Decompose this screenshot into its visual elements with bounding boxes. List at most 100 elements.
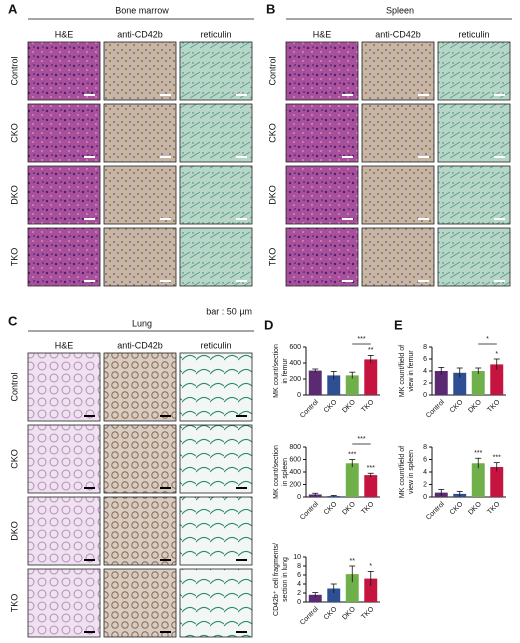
micrograph	[103, 41, 177, 101]
y-tick-label: 0	[423, 494, 427, 501]
x-tick-label: CKO	[323, 500, 339, 516]
x-tick-label: CKO	[323, 398, 339, 414]
row-label: Control	[9, 56, 19, 85]
micrograph	[361, 165, 435, 225]
bracket-label: *	[486, 336, 489, 343]
bar	[364, 578, 378, 602]
y-tick-label: 6	[297, 572, 301, 579]
bar	[453, 372, 467, 395]
scale-bar	[236, 94, 247, 96]
bar	[490, 364, 504, 395]
micrograph	[103, 568, 177, 638]
micrograph	[179, 165, 253, 225]
scale-bar	[160, 631, 171, 633]
micrograph	[179, 496, 253, 566]
scale-bar	[160, 487, 171, 489]
y-tick-label: 8	[297, 563, 301, 570]
y-tick-label: 6	[423, 456, 427, 463]
bar	[345, 463, 359, 497]
scale-bar	[160, 415, 171, 417]
y-axis-title: MK count/section	[273, 445, 280, 499]
row-label: DKO	[267, 185, 277, 205]
x-tick-label: Control	[425, 500, 446, 521]
scale-bar	[84, 218, 95, 220]
bracket-label: ***	[357, 436, 365, 443]
x-tick-label: DKO	[341, 398, 357, 414]
y-tick-label: 8	[423, 444, 427, 451]
micrograph	[179, 227, 253, 287]
y-tick-label: 200	[289, 481, 301, 488]
x-tick-label: Control	[299, 500, 320, 521]
scale-bar	[342, 280, 353, 282]
y-tick-label: 200	[289, 376, 301, 383]
row-label: DKO	[9, 185, 19, 205]
micrograph	[27, 496, 101, 566]
panel-label: C	[8, 313, 18, 328]
scale-bar	[160, 94, 171, 96]
micrograph	[103, 496, 177, 566]
bar	[471, 371, 485, 395]
y-tick-label: 2	[423, 380, 427, 387]
panel-title: Bone marrow	[115, 5, 169, 15]
y-tick-label: 6	[423, 356, 427, 363]
panel-label: B	[266, 1, 275, 16]
y-tick-label: 600	[289, 344, 301, 351]
y-tick-label: 800	[289, 444, 301, 451]
row-label: Control	[9, 372, 19, 401]
scale-bar	[342, 156, 353, 158]
x-tick-label: CKO	[449, 500, 465, 516]
panel-label: A	[8, 1, 18, 16]
y-tick-label: 2	[423, 481, 427, 488]
micrograph	[103, 165, 177, 225]
y-tick-label: 0	[297, 392, 301, 399]
bar	[364, 475, 378, 497]
y-tick-label: 10	[293, 554, 301, 561]
x-tick-label: Control	[299, 605, 320, 626]
micrograph	[285, 165, 359, 225]
micrograph	[103, 103, 177, 163]
micrograph	[437, 41, 511, 101]
column-label: reticulin	[458, 29, 489, 39]
scale-bar	[418, 156, 429, 158]
column-label: reticulin	[200, 29, 231, 39]
x-tick-label: DKO	[341, 500, 357, 516]
y-tick-label: 600	[289, 456, 301, 463]
row-label: CKO	[9, 123, 19, 143]
x-tick-label: TKO	[360, 500, 376, 516]
row-label: CKO	[9, 449, 19, 469]
row-label: TKO	[267, 248, 277, 267]
micrograph	[27, 165, 101, 225]
micrograph	[27, 103, 101, 163]
scale-bar	[236, 487, 247, 489]
y-tick-label: 4	[297, 581, 301, 588]
significance: ***	[474, 450, 482, 457]
scale-bar	[160, 156, 171, 158]
y-axis-title: view in femur	[408, 350, 415, 392]
scale-bar	[160, 559, 171, 561]
micrograph	[361, 227, 435, 287]
scale-bar	[236, 280, 247, 282]
scale-bar	[160, 280, 171, 282]
scale-bar	[494, 156, 505, 158]
scale-bar	[418, 218, 429, 220]
bar	[345, 375, 359, 395]
significance: ***	[493, 454, 501, 461]
y-tick-label: 2	[297, 590, 301, 597]
bar	[434, 371, 448, 395]
y-tick-label: 0	[297, 599, 301, 606]
scale-bar	[84, 559, 95, 561]
y-tick-label: 0	[423, 392, 427, 399]
column-label: anti-CD42b	[117, 340, 163, 350]
bar	[471, 463, 485, 497]
column-label: H&E	[313, 29, 332, 39]
scale-bar	[236, 415, 247, 417]
panel-title: Spleen	[386, 5, 414, 15]
column-label: H&E	[55, 29, 74, 39]
bar	[364, 359, 378, 395]
x-tick-label: TKO	[360, 398, 376, 414]
x-tick-label: TKO	[360, 605, 376, 621]
y-tick-label: 4	[423, 469, 427, 476]
bar	[490, 467, 504, 497]
scale-bar	[494, 94, 505, 96]
scale-bar	[84, 280, 95, 282]
